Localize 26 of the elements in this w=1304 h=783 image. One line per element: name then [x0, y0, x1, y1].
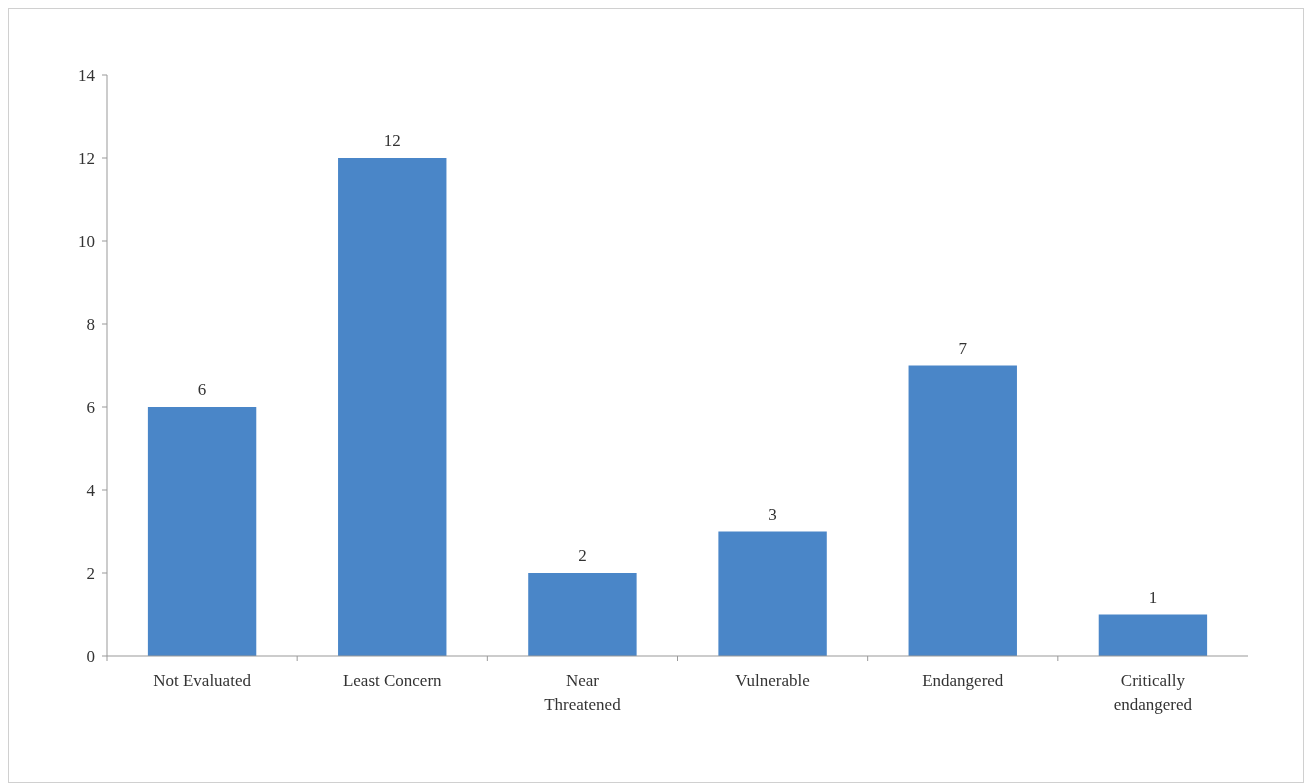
x-tick-label: Endangered — [922, 671, 1004, 690]
bar — [908, 365, 1017, 656]
data-label: 6 — [197, 380, 207, 399]
bar — [147, 407, 257, 656]
data-label: 7 — [958, 338, 968, 358]
x-tick-label: Near Threatened — [544, 671, 622, 714]
data-label: 1 — [1148, 587, 1158, 607]
data-label: 12 — [383, 131, 401, 150]
y-tick-label: 6 — [86, 397, 95, 417]
x-tick-label: Critically endangered — [1113, 671, 1193, 714]
y-tick-label: 2 — [86, 563, 95, 583]
y-tick-label: 0 — [86, 646, 95, 666]
y-tick-label: 10 — [78, 231, 95, 251]
y-tick-label: 12 — [78, 148, 95, 168]
x-tick-label: Vulnerable — [735, 671, 810, 690]
bar — [1098, 614, 1208, 656]
data-label: 2 — [578, 546, 587, 565]
data-label: 3 — [768, 504, 777, 524]
y-tick-label: 4 — [86, 480, 96, 500]
y-tick-label: 8 — [86, 314, 95, 334]
x-tick-label: Least Concern — [342, 671, 443, 690]
x-tick-label: Not Evaluated — [153, 671, 252, 690]
bar — [338, 158, 447, 656]
bar — [528, 573, 637, 656]
y-tick-label: 14 — [78, 65, 96, 85]
bar — [718, 531, 827, 656]
